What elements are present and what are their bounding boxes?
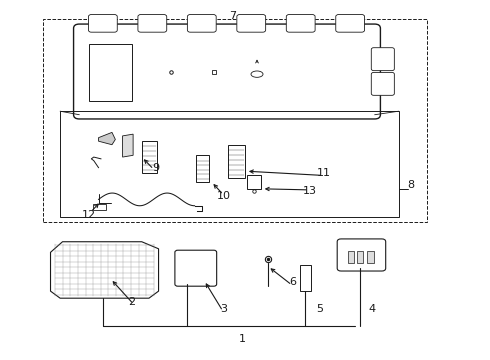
Text: 4: 4 bbox=[368, 304, 376, 314]
Text: 7: 7 bbox=[229, 11, 237, 21]
FancyBboxPatch shape bbox=[89, 14, 117, 32]
Bar bbox=[247, 175, 261, 189]
Bar bbox=[89, 44, 132, 100]
Text: 5: 5 bbox=[316, 304, 323, 314]
Polygon shape bbox=[50, 242, 159, 298]
Bar bbox=[43, 19, 427, 222]
Text: 3: 3 bbox=[220, 304, 227, 314]
Bar bbox=[60, 111, 399, 217]
FancyBboxPatch shape bbox=[187, 14, 216, 32]
Text: 12: 12 bbox=[82, 210, 96, 220]
FancyBboxPatch shape bbox=[371, 48, 394, 71]
FancyBboxPatch shape bbox=[237, 14, 266, 32]
Bar bbox=[228, 145, 245, 178]
Text: 11: 11 bbox=[317, 168, 331, 178]
Text: 10: 10 bbox=[217, 191, 230, 201]
FancyBboxPatch shape bbox=[175, 250, 217, 286]
Text: 8: 8 bbox=[407, 180, 414, 190]
Text: 9: 9 bbox=[152, 163, 160, 173]
FancyBboxPatch shape bbox=[74, 24, 380, 119]
Bar bbox=[348, 251, 354, 263]
Bar bbox=[368, 251, 374, 263]
Polygon shape bbox=[98, 132, 115, 145]
Bar bbox=[142, 141, 157, 173]
FancyBboxPatch shape bbox=[371, 72, 394, 95]
Text: 1: 1 bbox=[239, 334, 246, 345]
FancyBboxPatch shape bbox=[337, 239, 386, 271]
Bar bbox=[357, 251, 363, 263]
FancyBboxPatch shape bbox=[286, 14, 315, 32]
Text: 2: 2 bbox=[128, 297, 136, 307]
Bar bbox=[93, 204, 106, 210]
Bar bbox=[300, 265, 311, 291]
Text: 6: 6 bbox=[290, 277, 296, 287]
Text: 13: 13 bbox=[303, 186, 317, 195]
FancyBboxPatch shape bbox=[336, 14, 365, 32]
FancyBboxPatch shape bbox=[138, 14, 167, 32]
Polygon shape bbox=[122, 134, 133, 157]
Bar bbox=[196, 155, 209, 182]
